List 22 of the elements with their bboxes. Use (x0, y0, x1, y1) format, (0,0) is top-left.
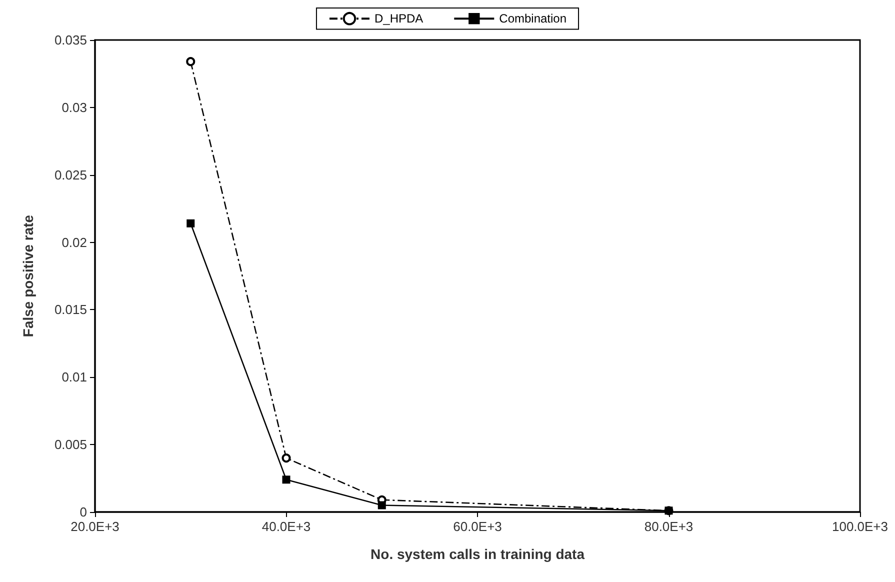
point (186, 57, 196, 66)
point (186, 219, 195, 228)
y-tick-label: 0.025 (54, 167, 87, 182)
legend-label: Combination (499, 12, 567, 26)
x-tick-label: 60.0E+3 (453, 519, 502, 534)
x-tick-label: 80.0E+3 (644, 519, 694, 534)
x-axis-title: No. system calls in training data (370, 546, 585, 562)
y-tick-label: 0.01 (62, 370, 87, 385)
x-tick-label: 40.0E+3 (262, 519, 311, 534)
y-tick-label: 0.015 (54, 302, 87, 318)
y-axis-title: False positive rate (20, 214, 36, 338)
point (282, 454, 291, 463)
y-tick-label: 0.005 (54, 437, 87, 452)
x-tick-label: 20.0E+3 (70, 519, 120, 534)
point (282, 476, 290, 484)
y-tick-label: 0.03 (62, 100, 87, 115)
point (378, 501, 386, 510)
x-tick-label: 100.0E+3 (832, 519, 888, 534)
legend-label: D_HPDA (374, 12, 424, 26)
y-tick-label: 0.02 (62, 234, 87, 250)
y-tick-label: 0 (80, 504, 87, 520)
y-tick-label: 0.035 (54, 32, 87, 48)
